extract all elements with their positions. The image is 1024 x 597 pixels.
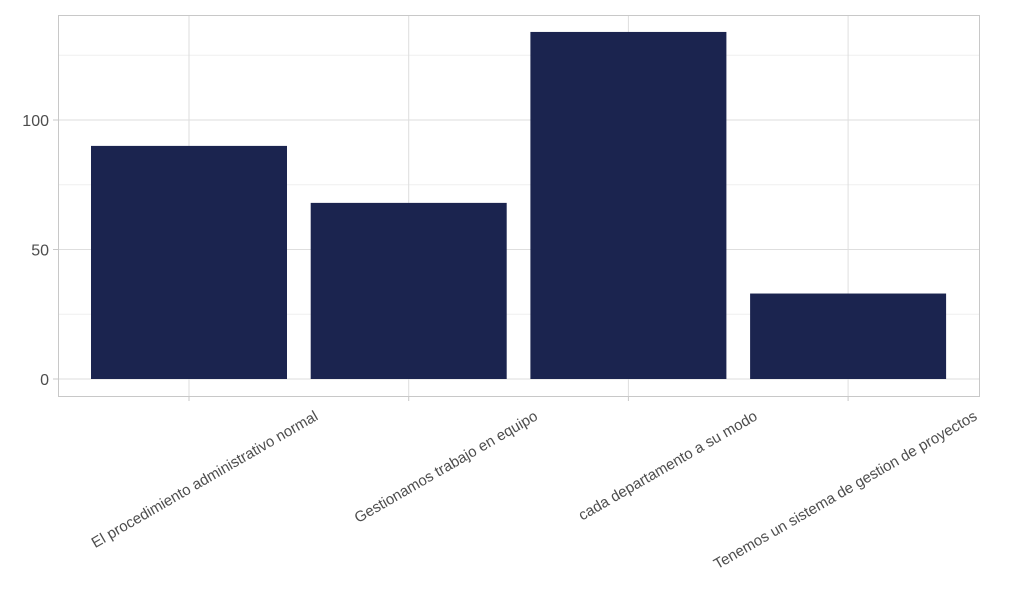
y-tick-label: 0 <box>40 372 49 389</box>
bar <box>750 293 947 379</box>
y-tick-label: 50 <box>31 243 49 260</box>
x-axis: El procedimiento administrativo normal Ge… <box>89 396 980 573</box>
y-tick-label: 100 <box>22 113 49 130</box>
x-tick-label: El procedimiento administrativo normal <box>89 408 321 552</box>
x-tick-label: cada departamento a su modo <box>576 408 761 524</box>
bar <box>91 145 287 379</box>
bar <box>530 31 727 379</box>
panel-border <box>58 15 980 397</box>
x-tick-label: Gestionamos trabajo en equipo <box>352 408 541 527</box>
bars <box>91 31 947 379</box>
bar <box>310 202 507 379</box>
y-axis: 0 50 100 <box>22 113 58 389</box>
x-tick-label: Tenemos un sistema de gestion de proyect… <box>711 408 980 573</box>
